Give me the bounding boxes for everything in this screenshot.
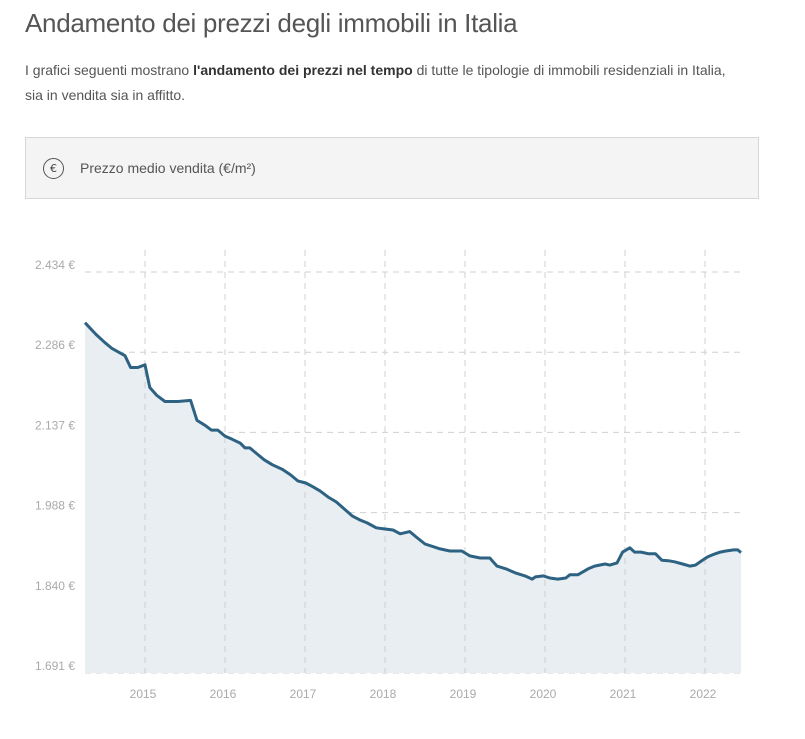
x-axis-labels: 2015 2016 2017 2018 2019 2020 2021 2022	[130, 687, 717, 701]
y-tick-label: 2.286 €	[35, 338, 75, 352]
intro-text-start: I grafici seguenti mostrano	[25, 62, 194, 78]
metric-selector-label: Prezzo medio vendita (€/m²)	[80, 160, 256, 176]
y-axis-labels: 2.434 € 2.286 € 2.137 € 1.988 € 1.840 € 1.691…	[35, 258, 75, 673]
x-tick-label: 2021	[610, 687, 637, 701]
intro-text: I grafici seguenti mostrano l'andamento …	[25, 58, 745, 108]
x-tick-label: 2018	[370, 687, 397, 701]
y-tick-label: 1.988 €	[35, 499, 75, 513]
price-trend-chart: 2.434 € 2.286 € 2.137 € 1.988 € 1.840 € 1.691…	[35, 250, 742, 701]
page-title: Andamento dei prezzi degli immobili in I…	[25, 8, 518, 38]
y-tick-label: 1.691 €	[35, 659, 75, 673]
chart-vertical-grid	[144, 250, 706, 673]
intro-text-bold: l'andamento dei prezzi nel tempo	[193, 62, 413, 78]
x-tick-label: 2017	[290, 687, 317, 701]
x-tick-label: 2020	[530, 687, 557, 701]
y-tick-label: 2.137 €	[35, 418, 75, 432]
y-tick-label: 2.434 €	[35, 258, 75, 272]
x-tick-label: 2015	[130, 687, 157, 701]
metric-selector[interactable]: € Prezzo medio vendita (€/m²)	[25, 137, 759, 199]
chart-area-fill	[85, 322, 741, 673]
euro-circle-icon: €	[43, 157, 64, 179]
x-tick-label: 2019	[450, 687, 477, 701]
intro-text-end: di tutte le tipologie di immobili reside…	[25, 62, 726, 103]
chart-line-series	[83, 321, 742, 581]
x-tick-label: 2022	[690, 687, 717, 701]
y-tick-label: 1.840 €	[35, 579, 75, 593]
x-tick-label: 2016	[210, 687, 237, 701]
